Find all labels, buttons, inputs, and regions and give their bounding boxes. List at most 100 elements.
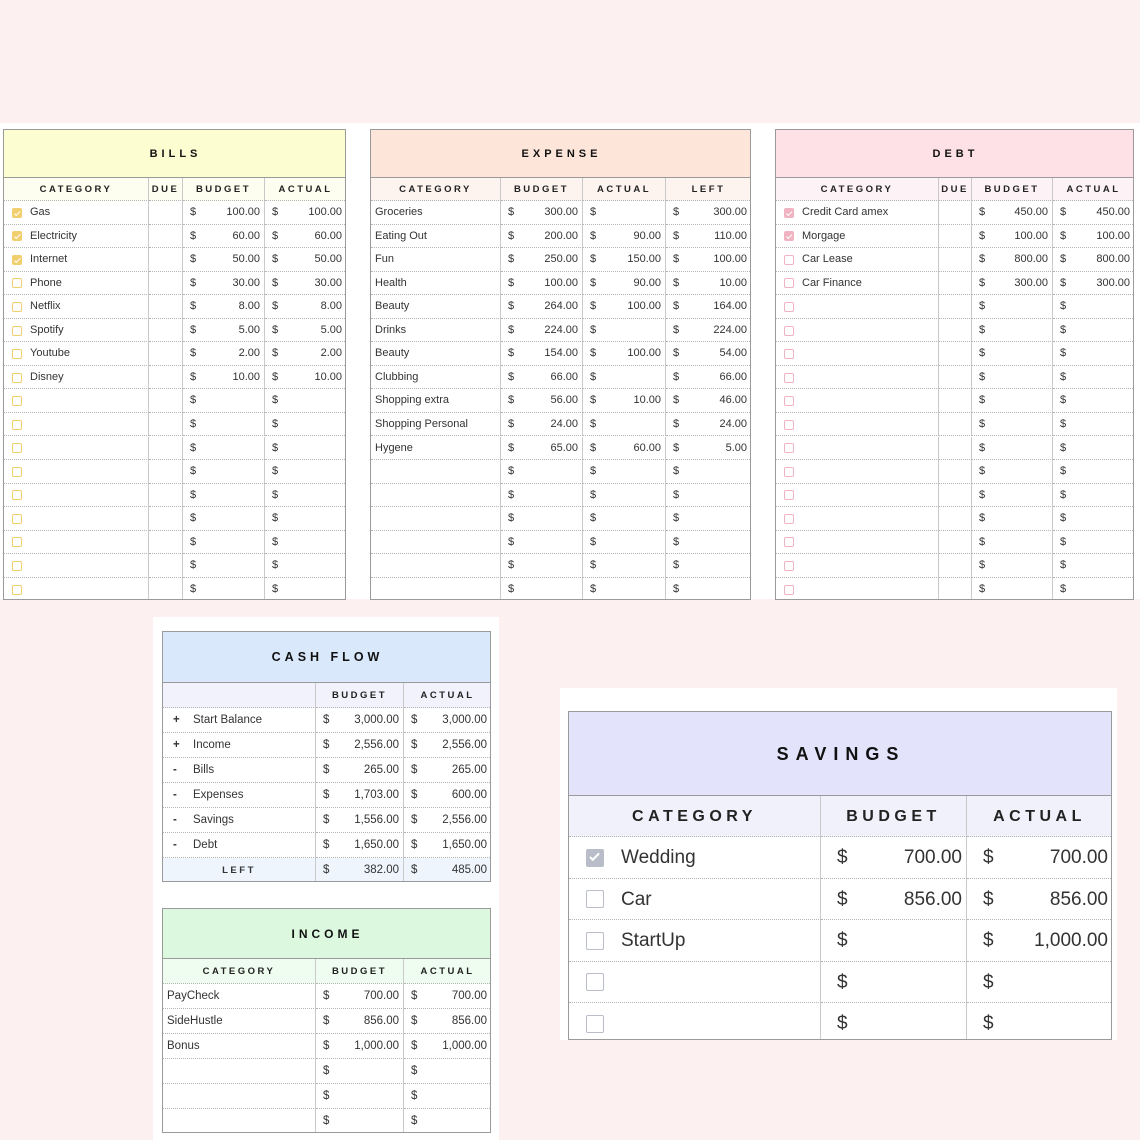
row-label: Phone — [30, 276, 62, 289]
column-header: DUE — [939, 178, 972, 201]
checkbox — [12, 419, 22, 430]
table-cell: $ — [265, 507, 345, 531]
amount: 1,650.00 — [354, 839, 399, 851]
table-cell: $265.00 — [404, 758, 490, 783]
table-cell — [149, 201, 183, 225]
expense-table: EXPENSE CATEGORY BUDGET ACTUAL LEFT Groceries… — [370, 129, 751, 601]
table-cell: $30.00 — [183, 271, 265, 296]
table-cell — [149, 412, 183, 437]
currency-sign: $ — [673, 370, 680, 383]
currency-sign: $ — [979, 229, 986, 242]
table-cell: $ — [404, 1109, 490, 1132]
amount: 450.00 — [1014, 206, 1048, 218]
currency-sign: $ — [1060, 300, 1067, 313]
table-cell: $ — [666, 507, 750, 531]
currency-sign: $ — [673, 323, 680, 336]
amount: 56.00 — [550, 394, 578, 407]
currency-sign: $ — [190, 370, 197, 383]
table-cell: $60.00 — [183, 224, 265, 249]
table-cell: $ — [1053, 460, 1133, 484]
check-mark — [14, 232, 21, 239]
table-cell: $100.00 — [972, 224, 1053, 249]
table-cell: $ — [666, 577, 750, 600]
currency-sign: $ — [190, 512, 197, 525]
amount: 5.00 — [320, 323, 342, 336]
currency-sign: $ — [508, 512, 515, 525]
column-header: ACTUAL — [265, 178, 345, 201]
cash-flow-table: CASH FLOW BUDGET ACTUAL + Start Balance $3,00… — [162, 631, 491, 882]
table-cell: Car — [569, 878, 821, 920]
table-cell: - Expenses — [163, 783, 316, 808]
currency-sign: $ — [1060, 253, 1067, 266]
currency-sign: $ — [411, 739, 418, 751]
currency-sign: $ — [272, 253, 279, 266]
currency-sign: $ — [837, 971, 848, 993]
amount: 10.00 — [719, 276, 747, 289]
currency-sign: $ — [979, 441, 986, 454]
debt-table: DEBT CATEGORY DUE BUDGET ACTUAL Credit Card a… — [775, 129, 1134, 601]
amount: 3,000.00 — [354, 714, 399, 726]
table-cell: $100.00 — [501, 271, 583, 296]
amount: 10.00 — [232, 370, 260, 383]
currency-sign: $ — [411, 1090, 418, 1102]
table-cell — [371, 530, 501, 555]
amount: 90.00 — [633, 229, 661, 242]
checkbox-checked — [586, 848, 604, 867]
table-cell: $1,703.00 — [316, 783, 404, 808]
table-cell: $ — [967, 961, 1111, 1003]
amount: 382.00 — [363, 864, 399, 876]
table-cell: $66.00 — [501, 365, 583, 390]
table-cell — [149, 318, 183, 343]
table-cell: $ — [183, 530, 265, 555]
currency-sign: $ — [272, 206, 279, 218]
currency-sign: $ — [1060, 535, 1067, 548]
table-cell: $ — [316, 1059, 404, 1084]
table-cell: $ — [1053, 554, 1133, 578]
table-cell — [163, 1059, 316, 1084]
amount: 8.00 — [320, 300, 342, 313]
currency-sign: $ — [508, 535, 515, 548]
table-cell — [149, 436, 183, 461]
row-label: Eating Out — [375, 229, 427, 242]
table-title: INCOME — [163, 909, 490, 959]
checkbox — [784, 561, 794, 572]
currency-sign: $ — [837, 888, 848, 910]
currency-sign: $ — [508, 300, 515, 313]
table-cell: $110.00 — [666, 224, 750, 249]
row-label: StartUp — [621, 930, 686, 951]
currency-sign: $ — [190, 559, 197, 572]
currency-sign: $ — [590, 441, 597, 454]
table-cell: $ — [183, 460, 265, 484]
amount: 65.00 — [550, 441, 578, 454]
amount: 2.00 — [238, 347, 260, 360]
amount: 50.00 — [232, 253, 260, 266]
currency-sign: $ — [983, 888, 994, 910]
table-cell — [939, 460, 972, 484]
currency-sign: $ — [508, 229, 515, 242]
table-cell: $856.00 — [967, 878, 1111, 920]
checkbox — [784, 537, 794, 548]
table-cell: $ — [265, 530, 345, 555]
row-label: Spotify — [30, 323, 64, 336]
amount: 1,556.00 — [354, 814, 399, 826]
table-cell — [149, 507, 183, 531]
table-cell: Beauty — [371, 342, 501, 366]
currency-sign: $ — [673, 488, 680, 501]
currency-sign: $ — [411, 714, 418, 726]
amount: 2,556.00 — [442, 814, 487, 826]
table-cell: $ — [1053, 577, 1133, 600]
amount: 5.00 — [725, 441, 747, 454]
table-cell: Electricity — [4, 224, 149, 249]
table-cell: $100.00 — [666, 248, 750, 272]
currency-sign: $ — [508, 417, 515, 430]
table-cell: $65.00 — [501, 436, 583, 461]
checkbox — [586, 931, 604, 950]
table-cell: Shopping extra — [371, 389, 501, 413]
table-title: EXPENSE — [371, 130, 750, 178]
check-mark — [14, 209, 21, 216]
table-cell: $856.00 — [821, 878, 967, 920]
table-cell — [4, 530, 149, 555]
checkbox — [586, 973, 604, 992]
table-cell: $ — [265, 436, 345, 461]
bills-table: BILLS CATEGORY DUE BUDGET ACTUAL Gas $100.00 $1… — [3, 129, 346, 601]
